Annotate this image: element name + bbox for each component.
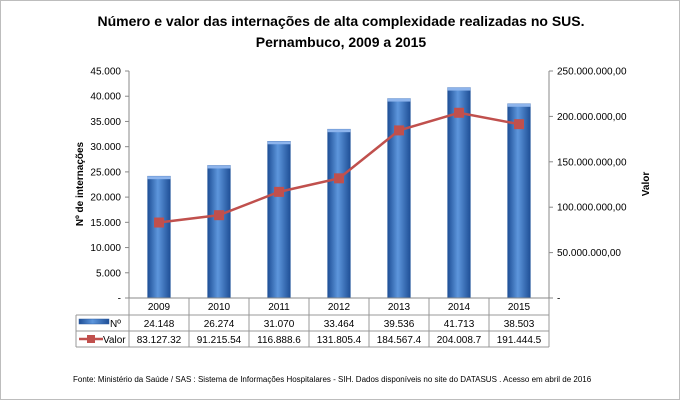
y-tick-label: 25.000 — [90, 167, 121, 178]
bar-cap — [207, 165, 231, 169]
line-point — [274, 186, 284, 197]
bar — [267, 141, 291, 299]
table-cell-n: 33.464 — [324, 319, 355, 330]
table-cell-valor: 204.008.7 — [437, 335, 482, 346]
x-tick-label: 2012 — [328, 302, 351, 313]
line-point — [514, 119, 524, 130]
y2-tick-label: 250.000.000,00 — [557, 67, 627, 78]
line-point — [334, 173, 344, 184]
y2-tick-label: 200.000.000,00 — [557, 112, 627, 123]
y-axis-label: Nº de internações — [75, 141, 86, 226]
y2-axis-label: Valor — [641, 172, 652, 197]
y-tick-label: 30.000 — [90, 142, 121, 153]
y-tick-label: 20.000 — [90, 193, 121, 204]
y-tick-label: 5.000 — [96, 268, 121, 279]
line-point — [394, 125, 404, 136]
bar-cap — [507, 103, 531, 107]
table-cell-valor: 131.805.4 — [317, 335, 362, 346]
y-tick-label: 45.000 — [90, 67, 121, 78]
y-tick-label: 15.000 — [90, 218, 121, 229]
x-tick-label: 2011 — [268, 302, 290, 313]
bar — [447, 87, 471, 299]
bar-cap — [447, 87, 471, 91]
legend-key-n — [78, 318, 110, 325]
x-tick-label: 2009 — [148, 302, 171, 313]
chart-title: Número e valor das internações de alta c… — [97, 13, 584, 29]
table-cell-valor: 83.127.32 — [137, 335, 182, 346]
bar — [207, 165, 231, 299]
x-tick-label: 2015 — [508, 302, 531, 313]
line-point — [214, 210, 224, 221]
line-point — [154, 217, 164, 228]
legend-label-n: Nº — [110, 319, 121, 330]
bar-cap — [327, 129, 351, 133]
y2-tick-label: - — [557, 294, 560, 305]
x-tick-label: 2014 — [448, 302, 471, 313]
table-cell-n: 26.274 — [204, 319, 235, 330]
legend-label-valor: Valor — [103, 335, 126, 346]
y-tick-label: 10.000 — [90, 243, 121, 254]
bar — [327, 128, 351, 299]
y2-tick-label: 50.000.000,00 — [557, 248, 621, 259]
table-cell-valor: 191.444.5 — [497, 335, 542, 346]
chart-subtitle: Pernambuco, 2009 a 2015 — [256, 34, 427, 50]
x-tick-label: 2013 — [388, 302, 411, 313]
table-cell-n: 31.070 — [264, 319, 295, 330]
footer-source: Fonte: Ministério da Saúde / SAS : Siste… — [73, 375, 592, 384]
table-cell-valor: 184.567.4 — [377, 335, 422, 346]
y-tick-label: 40.000 — [90, 92, 121, 103]
bar — [147, 175, 171, 299]
table-cell-n: 38.503 — [504, 319, 535, 330]
table-cell-n: 24.148 — [144, 319, 175, 330]
bar — [507, 103, 531, 299]
line-point — [454, 107, 464, 118]
legend-key-valor-marker — [87, 335, 95, 343]
table-cell-n: 41.713 — [444, 319, 475, 330]
bar-cap — [267, 141, 291, 145]
bar-cap — [387, 98, 411, 102]
table-cell-n: 39.536 — [384, 319, 415, 330]
bar-cap — [147, 176, 171, 180]
x-tick-label: 2010 — [208, 302, 231, 313]
y2-tick-label: 150.000.000,00 — [557, 157, 627, 168]
table-cell-valor: 91.215.54 — [197, 335, 242, 346]
y-tick-label: - — [118, 294, 121, 305]
y-tick-label: 35.000 — [90, 117, 121, 128]
y2-tick-label: 100.000.000,00 — [557, 203, 627, 214]
table-cell-valor: 116.888.6 — [257, 335, 301, 346]
